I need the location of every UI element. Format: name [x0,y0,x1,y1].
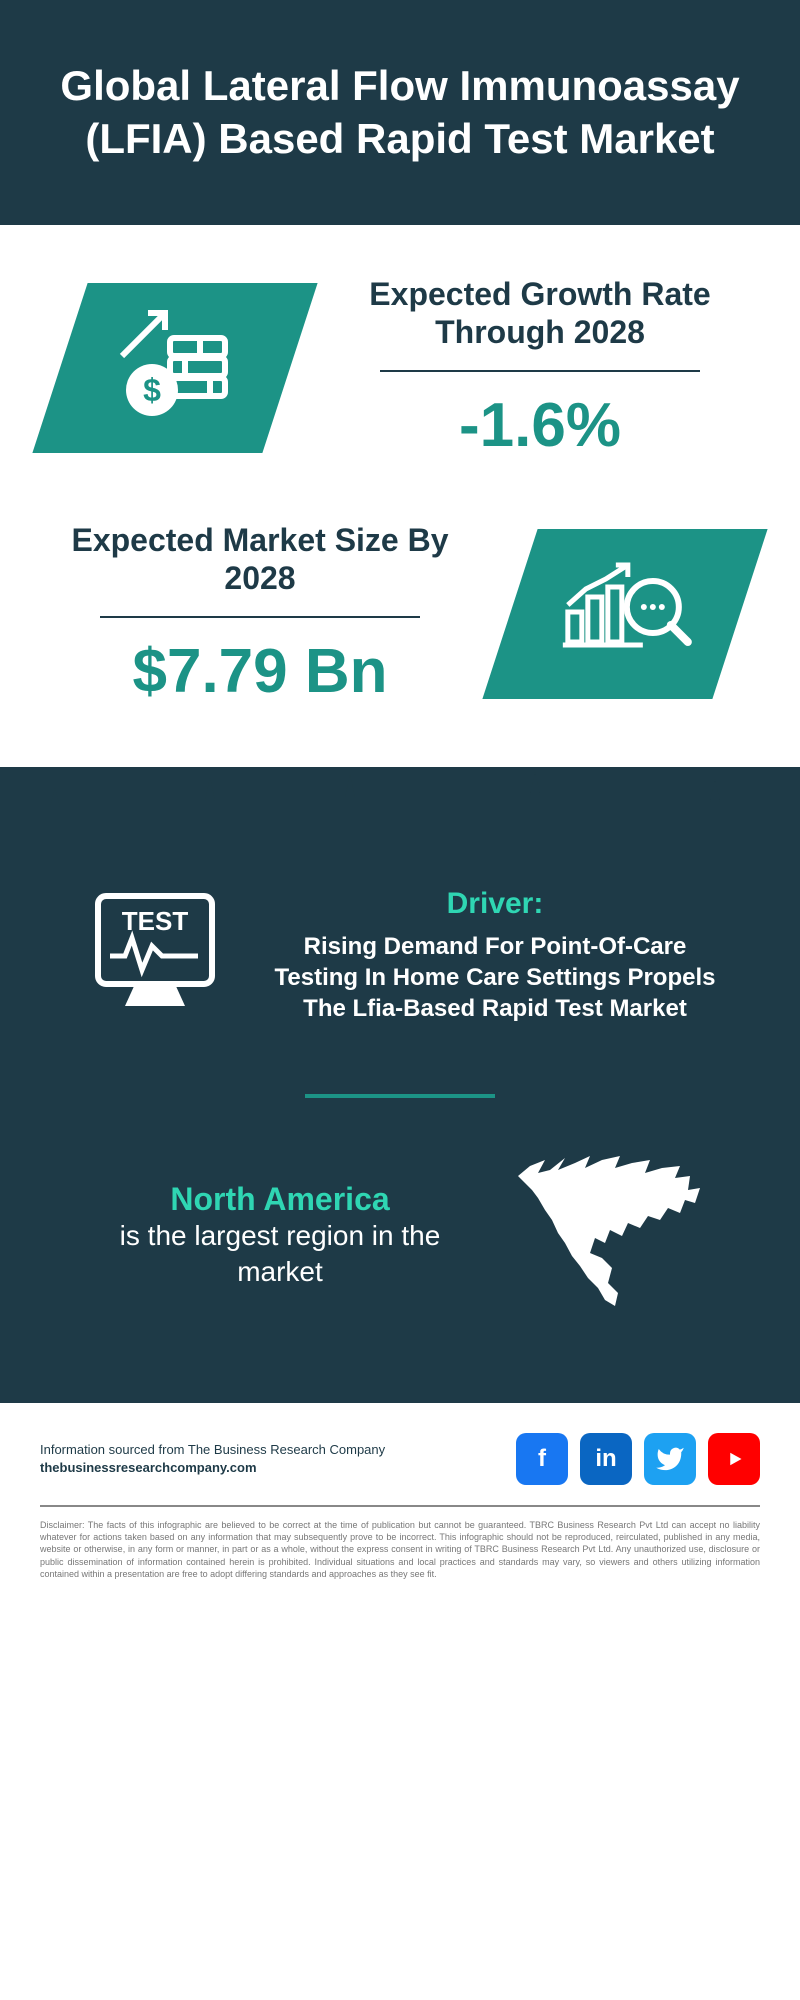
section-separator [305,1094,495,1098]
region-row: North America is the largest region in t… [0,1138,800,1373]
growth-icon-box: $ [32,283,317,453]
twitter-icon[interactable] [644,1433,696,1485]
youtube-icon[interactable] [708,1433,760,1485]
header-banner: Global Lateral Flow Immunoassay (LFIA) B… [0,0,800,225]
size-icon-box [482,529,767,699]
region-sub: is the largest region in the market [90,1218,470,1291]
stats-section: $ Expected Growth Rate Through 2028 -1.6… [0,225,800,797]
region-name: North America [90,1181,470,1218]
driver-text: Driver: Rising Demand For Point-Of-Care … [260,887,730,1025]
region-text: North America is the largest region in t… [90,1181,470,1291]
source-text: Information sourced from The Business Re… [40,1441,385,1477]
growth-label: Expected Growth Rate Through 2028 [340,275,740,352]
skyline-silhouette [0,767,800,857]
facebook-icon[interactable]: f [516,1433,568,1485]
dark-section: TEST Driver: Rising Demand For Point-Of-… [0,767,800,1404]
footer: Information sourced from The Business Re… [0,1403,800,1610]
size-label: Expected Market Size By 2028 [60,521,460,598]
size-text: Expected Market Size By 2028 $7.79 Bn [60,521,460,707]
chart-magnify-icon [558,556,693,671]
growth-divider [380,370,700,372]
social-icons: f in [516,1433,760,1485]
svg-text:$: $ [143,372,161,408]
source-line1: Information sourced from The Business Re… [40,1441,385,1459]
driver-label: Driver: [260,887,730,921]
money-growth-icon: $ [110,308,240,428]
disclaimer-divider [40,1505,760,1507]
test-monitor-icon: TEST [90,888,220,1023]
disclaimer-text: Disclaimer: The facts of this infographi… [40,1519,760,1580]
growth-value: -1.6% [340,390,740,461]
size-divider [100,616,420,618]
svg-text:TEST: TEST [122,906,189,936]
size-stat-row: Expected Market Size By 2028 $7.79 Bn [60,521,740,707]
source-row: Information sourced from The Business Re… [40,1433,760,1485]
page-title: Global Lateral Flow Immunoassay (LFIA) B… [50,60,750,165]
source-link[interactable]: thebusinessresearchcompany.com [40,1459,385,1477]
size-value: $7.79 Bn [60,636,460,707]
north-america-map-icon [510,1148,710,1323]
growth-stat-row: $ Expected Growth Rate Through 2028 -1.6… [60,275,740,461]
linkedin-icon[interactable]: in [580,1433,632,1485]
driver-description: Rising Demand For Point-Of-Care Testing … [260,931,730,1025]
growth-text: Expected Growth Rate Through 2028 -1.6% [340,275,740,461]
